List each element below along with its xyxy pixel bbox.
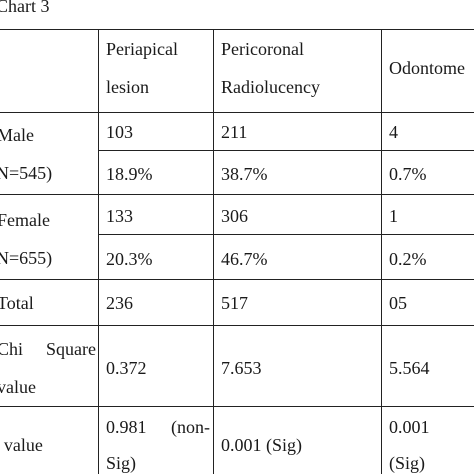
row-label-total: Total bbox=[0, 293, 34, 313]
cell-male-pericoronal-percent: 38.7% bbox=[221, 164, 268, 184]
cell-male-odontome-percent: 0.7% bbox=[389, 164, 427, 184]
cell-total-periapical: 236 bbox=[106, 293, 133, 313]
row-label-female: Female bbox=[0, 210, 50, 230]
cell-p-odontome-line2: (Sig) bbox=[389, 453, 425, 473]
cell-chi-pericoronal: 7.653 bbox=[221, 358, 262, 378]
table-rule-male-inner bbox=[98, 150, 474, 151]
table-rule-male-bottom bbox=[0, 194, 474, 195]
header-periapical: Periapical bbox=[106, 39, 178, 59]
row-label-chi-line1: Chi Square bbox=[0, 338, 96, 360]
cell-female-odontome-percent: 0.2% bbox=[389, 249, 427, 269]
row-label-chi-word-square: Square bbox=[46, 339, 96, 359]
table-rule-top bbox=[0, 29, 474, 30]
table-rule-col1 bbox=[98, 29, 99, 474]
cell-p-periapical-note: (non- bbox=[171, 417, 210, 437]
cell-male-periapical-count: 103 bbox=[106, 122, 133, 142]
cell-male-periapical-percent: 18.9% bbox=[106, 164, 153, 184]
row-n-male: (N=545) bbox=[0, 163, 53, 183]
cell-chi-periapical: 0.372 bbox=[106, 358, 147, 378]
table-rule-female-inner bbox=[98, 234, 474, 235]
cell-p-pericoronal: 0.001 (Sig) bbox=[221, 435, 302, 455]
cell-total-pericoronal: 517 bbox=[221, 293, 248, 313]
table-caption: Chart 3 bbox=[0, 0, 50, 16]
table-rule-total-bottom bbox=[0, 325, 474, 326]
cell-p-periapical-value: 0.981 bbox=[106, 417, 147, 437]
table-rule-chi-bottom bbox=[0, 406, 474, 407]
cell-p-odontome-line1: 0.001 bbox=[389, 417, 430, 437]
cell-female-odontome-count: 1 bbox=[389, 206, 398, 226]
table-rule-header-bottom bbox=[0, 112, 474, 113]
cell-male-pericoronal-count: 211 bbox=[221, 122, 248, 142]
cell-total-odontome: 05 bbox=[389, 293, 407, 313]
header-lesion: lesion bbox=[106, 77, 149, 97]
row-n-female: (N=655) bbox=[0, 248, 53, 268]
cell-p-periapical-line2: Sig) bbox=[106, 453, 137, 473]
header-odontome: Odontome bbox=[389, 58, 465, 78]
cell-p-periapical-line1: 0.981 (non- bbox=[106, 416, 210, 438]
table-rule-col2 bbox=[213, 29, 214, 474]
cell-female-periapical-count: 133 bbox=[106, 206, 133, 226]
row-label-chi-word-chi: Chi bbox=[0, 339, 24, 359]
row-label-chi-line2: value bbox=[0, 377, 36, 397]
table-rule-female-bottom bbox=[0, 279, 474, 280]
cell-male-odontome-count: 4 bbox=[389, 122, 398, 142]
cell-female-pericoronal-count: 306 bbox=[221, 206, 248, 226]
header-pericoronal: Pericoronal bbox=[221, 39, 304, 59]
row-label-p-value: P value bbox=[0, 435, 43, 455]
table-rule-col3 bbox=[381, 29, 382, 474]
row-label-male: Male bbox=[0, 125, 34, 145]
header-radiolucency: Radiolucency bbox=[221, 77, 320, 97]
cell-female-periapical-percent: 20.3% bbox=[106, 249, 153, 269]
cell-chi-odontome: 5.564 bbox=[389, 358, 430, 378]
cell-female-pericoronal-percent: 46.7% bbox=[221, 249, 268, 269]
